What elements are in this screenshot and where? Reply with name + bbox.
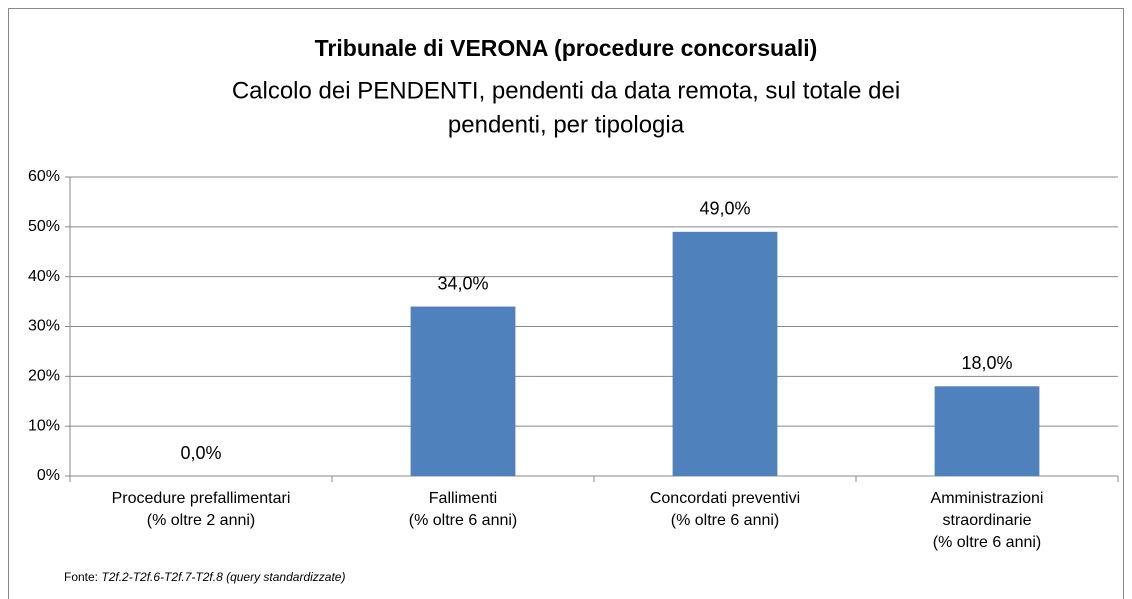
y-tick-label: 20% bbox=[28, 368, 60, 385]
bar bbox=[672, 231, 778, 476]
x-tick-label: Procedure prefallimentari bbox=[112, 490, 291, 507]
data-label: 0,0% bbox=[180, 443, 221, 463]
bar bbox=[410, 306, 516, 476]
y-tick-label: 60% bbox=[28, 168, 60, 185]
chart-frame bbox=[8, 8, 1124, 599]
y-tick-label: 30% bbox=[28, 318, 60, 335]
x-tick-label: Fallimenti bbox=[429, 490, 497, 507]
x-tick-label: (% oltre 6 anni) bbox=[933, 534, 1042, 551]
source-label: Fonte: bbox=[64, 570, 98, 584]
chart-subtitle: pendenti, per tipologia bbox=[448, 111, 685, 138]
x-tick-label: Concordati preventivi bbox=[650, 490, 800, 507]
source: Fonte: T2f.2-T2f.6-T2f.7-T2f.8 (query st… bbox=[64, 570, 345, 584]
y-tick-label: 50% bbox=[28, 218, 60, 235]
x-tick-label: straordinarie bbox=[943, 512, 1032, 529]
data-label: 34,0% bbox=[437, 273, 488, 293]
y-tick-label: 0% bbox=[37, 467, 60, 484]
x-tick-label: (% oltre 2 anni) bbox=[147, 512, 256, 529]
x-tick-label: (% oltre 6 anni) bbox=[671, 512, 780, 529]
data-label: 49,0% bbox=[699, 199, 750, 219]
x-tick-label: (% oltre 6 anni) bbox=[409, 512, 518, 529]
chart-title: Tribunale di VERONA (procedure concorsua… bbox=[315, 35, 818, 61]
x-tick-label: Amministrazioni bbox=[931, 490, 1044, 507]
y-tick-label: 10% bbox=[28, 417, 60, 434]
data-label: 18,0% bbox=[961, 353, 1012, 373]
source-text: T2f.2-T2f.6-T2f.7-T2f.8 (query standardi… bbox=[101, 570, 345, 584]
bar bbox=[934, 386, 1040, 476]
chart-subtitle: Calcolo dei PENDENTI, pendenti da data r… bbox=[232, 77, 900, 104]
y-tick-label: 40% bbox=[28, 268, 60, 285]
